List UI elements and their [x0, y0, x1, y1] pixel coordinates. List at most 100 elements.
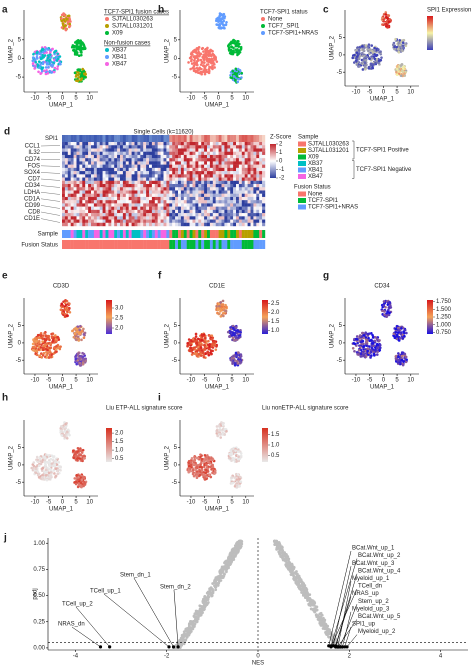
cell-point	[50, 454, 54, 458]
cell-point	[221, 13, 224, 17]
heat-cell	[154, 154, 158, 159]
cell-point	[403, 72, 406, 75]
heat-cell	[189, 167, 193, 172]
heat-cell	[157, 167, 161, 172]
heat-cell	[82, 219, 86, 223]
colorbar-tick-label: 1.0	[115, 448, 124, 454]
cell-point	[229, 73, 232, 77]
heat-cell	[201, 171, 205, 175]
cell-point	[395, 73, 399, 76]
heat-cell	[186, 216, 190, 220]
cell-point	[74, 482, 78, 486]
cell-point	[186, 341, 189, 345]
heat-cell	[96, 167, 100, 172]
heat-cell	[230, 190, 234, 194]
cell-point	[362, 342, 365, 346]
cell-point	[355, 57, 358, 61]
cell-point	[223, 26, 226, 30]
heat-cell	[189, 196, 193, 201]
heat-cell	[134, 148, 138, 152]
heat-cell	[192, 209, 196, 214]
heat-cell	[224, 190, 228, 194]
cell-point	[220, 26, 223, 30]
heat-cell	[230, 180, 234, 185]
heat-cell	[117, 213, 121, 217]
x-tick-label: 0	[382, 90, 386, 96]
cell-point	[42, 55, 45, 59]
heat-cell	[169, 206, 173, 211]
heat-cell	[207, 184, 211, 188]
heat-cell	[175, 190, 179, 194]
heat-cell	[111, 180, 115, 185]
cell-point	[379, 346, 382, 350]
heat-cell	[137, 216, 141, 220]
heat-cell	[244, 196, 248, 201]
spi1-cell	[137, 135, 141, 142]
heat-cell	[221, 219, 225, 223]
cell-point	[368, 57, 371, 61]
heat-cell	[143, 190, 147, 194]
sample-cell	[227, 230, 231, 238]
heat-cell	[186, 219, 190, 223]
heat-cell	[67, 171, 71, 175]
cell-point	[36, 333, 40, 337]
heat-cell	[67, 148, 71, 152]
fusion-cell	[131, 240, 135, 249]
heat-cell	[163, 216, 167, 220]
sample-cell	[236, 230, 240, 238]
heat-cell	[241, 203, 245, 207]
heat-cell	[151, 203, 155, 207]
heat-cell	[241, 219, 245, 223]
cell-point	[82, 482, 85, 485]
heat-cell	[146, 209, 150, 214]
heat-cell	[175, 164, 179, 169]
cell-point	[187, 61, 190, 64]
cell-point	[36, 473, 40, 477]
heat-cell	[125, 174, 129, 178]
heat-cell	[85, 145, 89, 149]
heat-cell	[120, 171, 124, 175]
heat-cell	[151, 219, 155, 223]
cell-point	[364, 338, 368, 341]
heat-cell	[105, 216, 109, 220]
heat-cell	[244, 206, 248, 211]
heat-cell	[82, 174, 86, 178]
heat-cell	[157, 187, 161, 191]
heat-cell	[172, 145, 176, 149]
cell-point	[42, 351, 46, 355]
heat-cell	[192, 177, 196, 181]
spi1-cell	[151, 135, 155, 142]
heat-cell	[62, 203, 66, 207]
heat-cell	[221, 213, 225, 217]
heat-cell	[241, 167, 245, 172]
cell-point	[72, 449, 75, 452]
heat-cell	[64, 206, 68, 211]
cell-point	[401, 49, 404, 53]
cell-point	[79, 324, 82, 328]
cell-point	[198, 468, 201, 472]
cell-point	[364, 55, 368, 59]
heat-cell	[160, 222, 164, 227]
cell-point	[396, 67, 399, 71]
heat-cell	[212, 145, 216, 149]
heat-cell	[111, 158, 115, 162]
x-tick-label: 10	[86, 500, 93, 506]
heat-cell	[233, 161, 237, 165]
sample-cell	[250, 230, 254, 238]
cell-point	[224, 23, 228, 27]
spi1-cell	[111, 135, 115, 142]
cell-point	[381, 23, 384, 26]
cell-point	[207, 457, 211, 460]
heat-cell	[154, 209, 158, 214]
cell-point	[200, 343, 203, 347]
cell-point	[37, 70, 40, 74]
fusion-cell	[195, 240, 199, 249]
heat-cell	[88, 171, 92, 175]
cell-point	[235, 354, 238, 357]
heat-cell	[166, 187, 170, 191]
cell-point	[196, 68, 200, 71]
cell-point	[234, 326, 238, 329]
heat-cell	[189, 161, 193, 165]
spi1-cell	[218, 135, 222, 142]
heat-cell	[99, 171, 103, 175]
